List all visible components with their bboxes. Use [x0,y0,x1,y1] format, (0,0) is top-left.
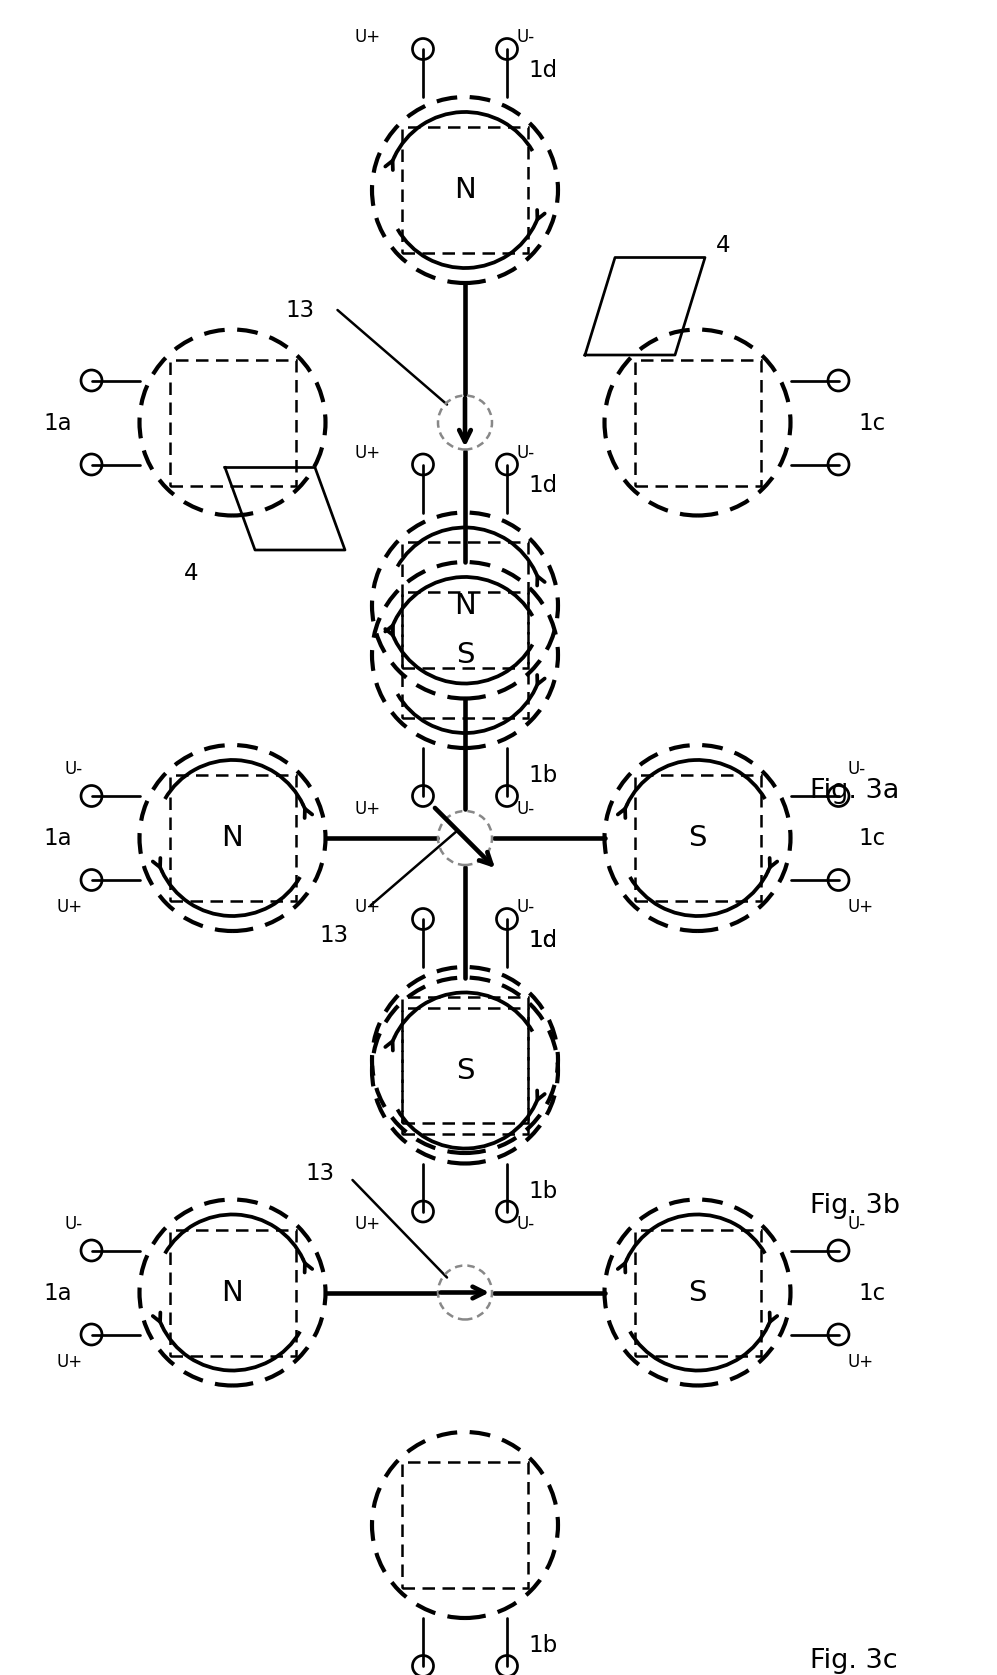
Text: 1a: 1a [43,827,72,849]
Bar [402,1008,527,1134]
Text: U-: U- [847,760,865,779]
Text: 4: 4 [715,235,730,258]
Bar [402,127,527,253]
Text: Fig. 3a: Fig. 3a [810,777,899,804]
Text: U+: U+ [355,1214,381,1233]
Text: N: N [221,824,243,853]
Text: U-: U- [515,28,533,47]
Bar [634,776,760,901]
Bar [402,543,527,668]
Bar [402,1462,527,1588]
Text: U+: U+ [57,898,83,916]
Text: S: S [688,824,707,853]
Text: 1d: 1d [527,928,557,951]
Text: U+: U+ [847,898,873,916]
Text: U-: U- [515,444,533,462]
Bar [169,1229,295,1355]
Text: S: S [456,1057,474,1085]
Text: 1a: 1a [43,412,72,434]
Bar [634,1229,760,1355]
Text: 1c: 1c [857,1281,884,1305]
Text: U-: U- [515,1214,533,1233]
Text: 13: 13 [305,1161,334,1184]
Text: Fig. 3c: Fig. 3c [810,1647,897,1673]
Bar [402,593,527,719]
Text: U+: U+ [355,28,381,47]
Text: U+: U+ [847,1353,873,1370]
Text: U-: U- [515,898,533,916]
Text: S: S [456,642,474,670]
Bar [402,997,527,1124]
Text: 1d: 1d [527,59,557,82]
Text: U-: U- [65,760,83,779]
Text: U+: U+ [355,898,381,916]
Text: 13: 13 [319,925,348,948]
Bar [169,360,295,486]
Text: 1a: 1a [43,1281,72,1305]
Text: N: N [221,1278,243,1307]
Text: 1d: 1d [527,928,557,951]
Text: U-: U- [515,799,533,817]
Text: N: N [454,176,476,204]
Bar [634,360,760,486]
Text: U+: U+ [57,1353,83,1370]
Text: 13: 13 [286,298,315,322]
Text: 1b: 1b [527,1633,557,1657]
Text: 1b: 1b [527,764,557,787]
Text: U+: U+ [355,444,381,462]
Text: 4: 4 [183,561,197,585]
Text: 1c: 1c [857,827,884,849]
Text: U-: U- [65,1214,83,1233]
Bar [169,776,295,901]
Text: U-: U- [847,1214,865,1233]
Text: 1b: 1b [527,1179,557,1203]
Text: S: S [688,1278,707,1307]
Text: N: N [454,591,476,620]
Text: 1d: 1d [527,474,557,497]
Text: Fig. 3b: Fig. 3b [810,1193,899,1219]
Text: U+: U+ [355,799,381,817]
Text: 1c: 1c [857,412,884,434]
